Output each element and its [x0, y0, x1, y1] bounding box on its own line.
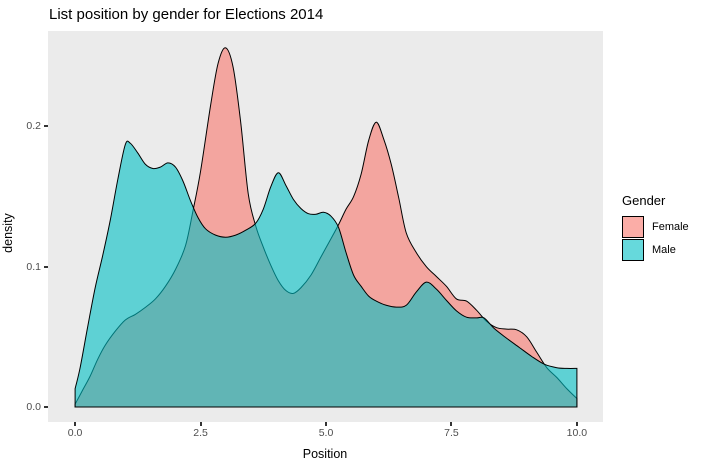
- x-tick-label: 0.0: [67, 427, 83, 439]
- x-tick-mark: [74, 422, 77, 426]
- legend-title: Gender: [622, 193, 666, 208]
- legend: Gender Female Male: [622, 193, 689, 262]
- male-density-area: [74, 140, 578, 408]
- density-plot-svg: [74, 47, 578, 408]
- y-tick-label: 0.0: [26, 400, 41, 413]
- x-axis-label: Position: [302, 447, 348, 461]
- plot-panel: [48, 31, 603, 422]
- x-tick-mark: [325, 422, 327, 426]
- legend-entry-label: Male: [652, 244, 676, 256]
- x-tick-label: 5.0: [318, 427, 334, 439]
- legend-entry-male: Male: [622, 239, 689, 261]
- legend-key-swatch: [622, 239, 644, 261]
- chart-title: List position by gender for Elections 20…: [49, 6, 324, 23]
- x-tick-mark: [450, 422, 453, 426]
- legend-items: Female Male: [622, 216, 689, 261]
- legend-entry-label: Female: [652, 221, 689, 233]
- x-tick-label: 10.0: [566, 427, 588, 439]
- x-tick-label: 7.5: [444, 427, 459, 439]
- legend-entry-female: Female: [622, 216, 689, 238]
- x-tick-mark: [575, 422, 578, 426]
- y-tick-label: 0.1: [26, 260, 41, 273]
- y-tick-mark: [44, 125, 48, 128]
- x-tick-mark: [199, 422, 202, 426]
- legend-key-swatch: [622, 216, 644, 238]
- legend-key-fill: [623, 217, 643, 237]
- y-tick-mark: [44, 265, 48, 268]
- legend-key-fill: [623, 240, 643, 260]
- y-tick-mark: [44, 405, 48, 408]
- x-tick-label: 2.5: [193, 427, 208, 439]
- y-tick-label: 0.2: [26, 120, 41, 133]
